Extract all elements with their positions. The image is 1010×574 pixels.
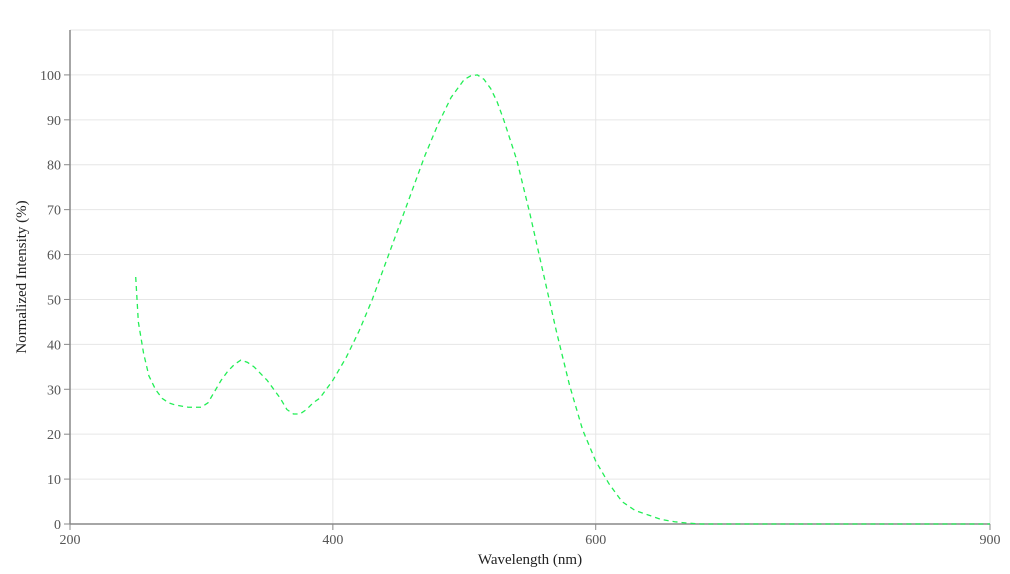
y-tick-label: 10 [47, 473, 61, 488]
y-tick-label: 70 [47, 204, 61, 219]
x-tick-label: 200 [60, 533, 81, 548]
y-tick-label: 40 [47, 338, 61, 353]
x-tick-label: 900 [980, 533, 1001, 548]
y-axis-title: Normalized Intensity (%) [14, 200, 30, 353]
y-tick-label: 100 [40, 69, 61, 84]
x-axis-title: Wavelength (nm) [478, 552, 582, 568]
y-tick-label: 90 [47, 114, 61, 129]
x-tick-label: 600 [585, 533, 606, 548]
x-tick-label: 400 [322, 533, 343, 548]
series-layer [135, 74, 990, 525]
y-tick-label: 60 [47, 249, 61, 264]
y-tick-label: 20 [47, 428, 61, 443]
y-tick-label: 50 [47, 293, 61, 308]
series-line [135, 74, 990, 525]
y-tick-label: 0 [54, 518, 61, 533]
y-tick-label: 30 [47, 383, 61, 398]
axes-layer: 0 10 20 30 40 50 60 70 80 90 100 200 400 600 900 [40, 30, 1001, 548]
y-tick-label: 80 [47, 159, 61, 174]
grid-layer [70, 29, 991, 524]
